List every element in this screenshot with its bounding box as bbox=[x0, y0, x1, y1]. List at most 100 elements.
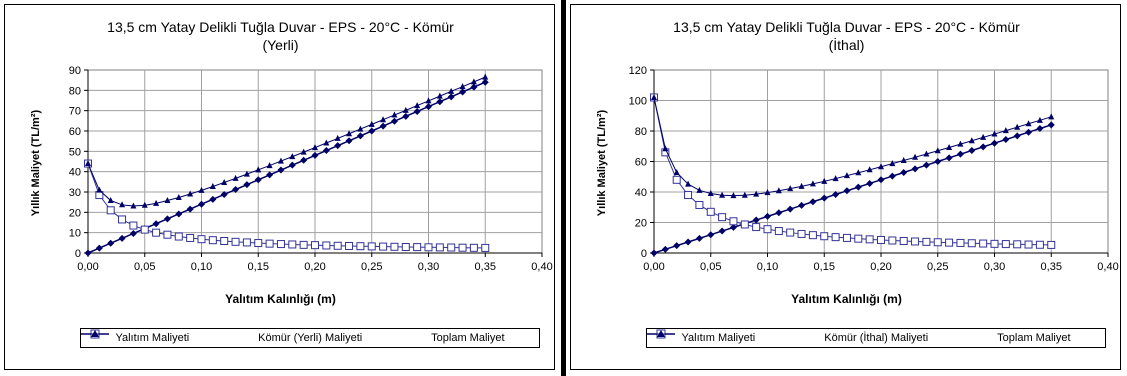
data-point-square bbox=[1047, 240, 1056, 249]
data-point-square bbox=[197, 235, 206, 244]
data-point-diamond bbox=[1025, 128, 1033, 136]
chart-panel-ithal: 13,5 cm Yatay Delikli Tuğla Duvar - EPS … bbox=[566, 0, 1127, 376]
data-point-diamond bbox=[832, 190, 840, 198]
series-line-3 bbox=[653, 97, 1052, 197]
data-point-square bbox=[481, 243, 490, 252]
x-tick-label: 0,35 bbox=[475, 261, 496, 273]
x-tick-label: 0,30 bbox=[418, 261, 439, 273]
data-point-diamond bbox=[1013, 132, 1021, 140]
data-point-diamond bbox=[661, 245, 669, 253]
data-point-diamond bbox=[220, 190, 228, 198]
data-point-square bbox=[322, 241, 331, 250]
data-point-square bbox=[1024, 240, 1033, 249]
data-point-triangle bbox=[968, 137, 975, 144]
data-point-triangle bbox=[277, 157, 284, 164]
data-point-triangle bbox=[85, 160, 91, 167]
data-point-square bbox=[865, 235, 874, 244]
y-tick-label: 20 bbox=[635, 218, 647, 230]
data-point-square bbox=[345, 241, 354, 250]
data-point-triangle bbox=[119, 201, 126, 208]
data-point-triangle bbox=[764, 189, 771, 196]
data-point-triangle bbox=[448, 87, 455, 94]
data-point-diamond bbox=[775, 209, 783, 217]
x-tick-label: 0,40 bbox=[1097, 261, 1118, 273]
y-tick-label: 10 bbox=[69, 228, 81, 240]
data-point-square bbox=[831, 233, 840, 242]
data-point-triangle bbox=[164, 197, 171, 204]
data-point-diamond bbox=[425, 103, 432, 111]
data-point-diamond bbox=[809, 198, 817, 206]
data-point-square bbox=[447, 243, 456, 252]
data-point-diamond bbox=[84, 249, 92, 257]
data-point-diamond bbox=[402, 112, 410, 120]
data-point-square bbox=[424, 243, 433, 252]
data-point-square bbox=[140, 225, 149, 234]
data-point-diamond bbox=[866, 179, 874, 187]
data-point-diamond bbox=[820, 194, 828, 202]
data-point-triangle bbox=[741, 191, 748, 198]
data-point-triangle bbox=[470, 78, 477, 85]
data-point-triangle bbox=[821, 177, 828, 184]
x-tick-label: 0,40 bbox=[531, 261, 552, 273]
data-point-square bbox=[706, 207, 715, 216]
data-point-square bbox=[299, 240, 308, 249]
data-point-diamond bbox=[277, 166, 285, 174]
data-point-square bbox=[718, 213, 727, 222]
legend-item-komur: Kömür (İthal) Maliyeti bbox=[647, 329, 929, 344]
x-tick-label: 0,10 bbox=[757, 261, 778, 273]
data-point-square bbox=[956, 238, 965, 247]
data-point-diamond bbox=[118, 234, 126, 242]
data-point-diamond bbox=[345, 137, 353, 145]
data-point-triangle bbox=[1014, 123, 1021, 130]
data-point-diamond bbox=[481, 78, 489, 86]
data-point-triangle bbox=[243, 170, 250, 177]
data-point-square bbox=[435, 243, 444, 252]
y-axis-label: Yıllık Maliyet (TL/m²) bbox=[30, 109, 42, 217]
data-point-triangle bbox=[900, 157, 907, 164]
chart-title: 13,5 cm Yatay Delikli Tuğla Duvar - EPS … bbox=[673, 19, 1020, 35]
legend-item-yalitim: Yalıtım Maliyeti bbox=[81, 330, 190, 344]
data-point-square bbox=[911, 237, 920, 246]
data-point-triangle bbox=[1036, 116, 1043, 123]
legend-item-komur: Kömür (Yerli) Maliyeti bbox=[81, 329, 362, 344]
data-point-diamond bbox=[243, 181, 251, 189]
data-point-diamond bbox=[934, 158, 942, 165]
data-point-diamond bbox=[707, 231, 715, 239]
data-point-square bbox=[469, 243, 478, 252]
data-point-triangle bbox=[130, 202, 137, 209]
legend-label: Kömür (İthal) Maliyeti bbox=[824, 332, 929, 344]
data-point-triangle bbox=[402, 106, 409, 113]
data-point-triangle bbox=[357, 125, 364, 132]
data-point-square bbox=[152, 228, 161, 237]
x-tick-label: 0,15 bbox=[248, 261, 269, 273]
data-point-diamond bbox=[922, 161, 930, 169]
legend-item-yalitim: Yalıtım Maliyeti bbox=[647, 330, 755, 344]
data-point-diamond bbox=[322, 147, 330, 155]
data-point-square bbox=[367, 242, 376, 251]
data-point-square bbox=[842, 233, 851, 242]
legend-label: Yalıtım Maliyeti bbox=[115, 332, 190, 344]
data-point-square bbox=[458, 243, 467, 252]
data-point-square bbox=[208, 236, 217, 245]
data-point-diamond bbox=[650, 249, 658, 257]
data-point-diamond bbox=[266, 171, 274, 179]
data-point-diamond bbox=[163, 215, 171, 223]
data-point-square bbox=[933, 238, 942, 247]
data-point-diamond bbox=[356, 132, 364, 140]
data-point-triangle bbox=[730, 192, 737, 199]
data-point-diamond bbox=[209, 195, 217, 203]
data-point-triangle bbox=[232, 174, 239, 181]
data-point-diamond bbox=[232, 186, 240, 194]
x-tick-label: 0,15 bbox=[814, 261, 835, 273]
data-point-square bbox=[186, 233, 195, 242]
data-point-triangle bbox=[878, 163, 884, 170]
data-point-square bbox=[888, 236, 897, 245]
data-point-diamond bbox=[198, 200, 205, 208]
chart-panel-yerli: 13,5 cm Yatay Delikli Tuğla Duvar - EPS … bbox=[0, 0, 561, 376]
data-point-diamond bbox=[956, 150, 964, 158]
data-point-diamond bbox=[413, 107, 421, 115]
data-point-diamond bbox=[459, 88, 467, 96]
data-point-square bbox=[967, 239, 976, 248]
data-point-triangle bbox=[980, 133, 987, 140]
data-point-triangle bbox=[912, 153, 919, 160]
